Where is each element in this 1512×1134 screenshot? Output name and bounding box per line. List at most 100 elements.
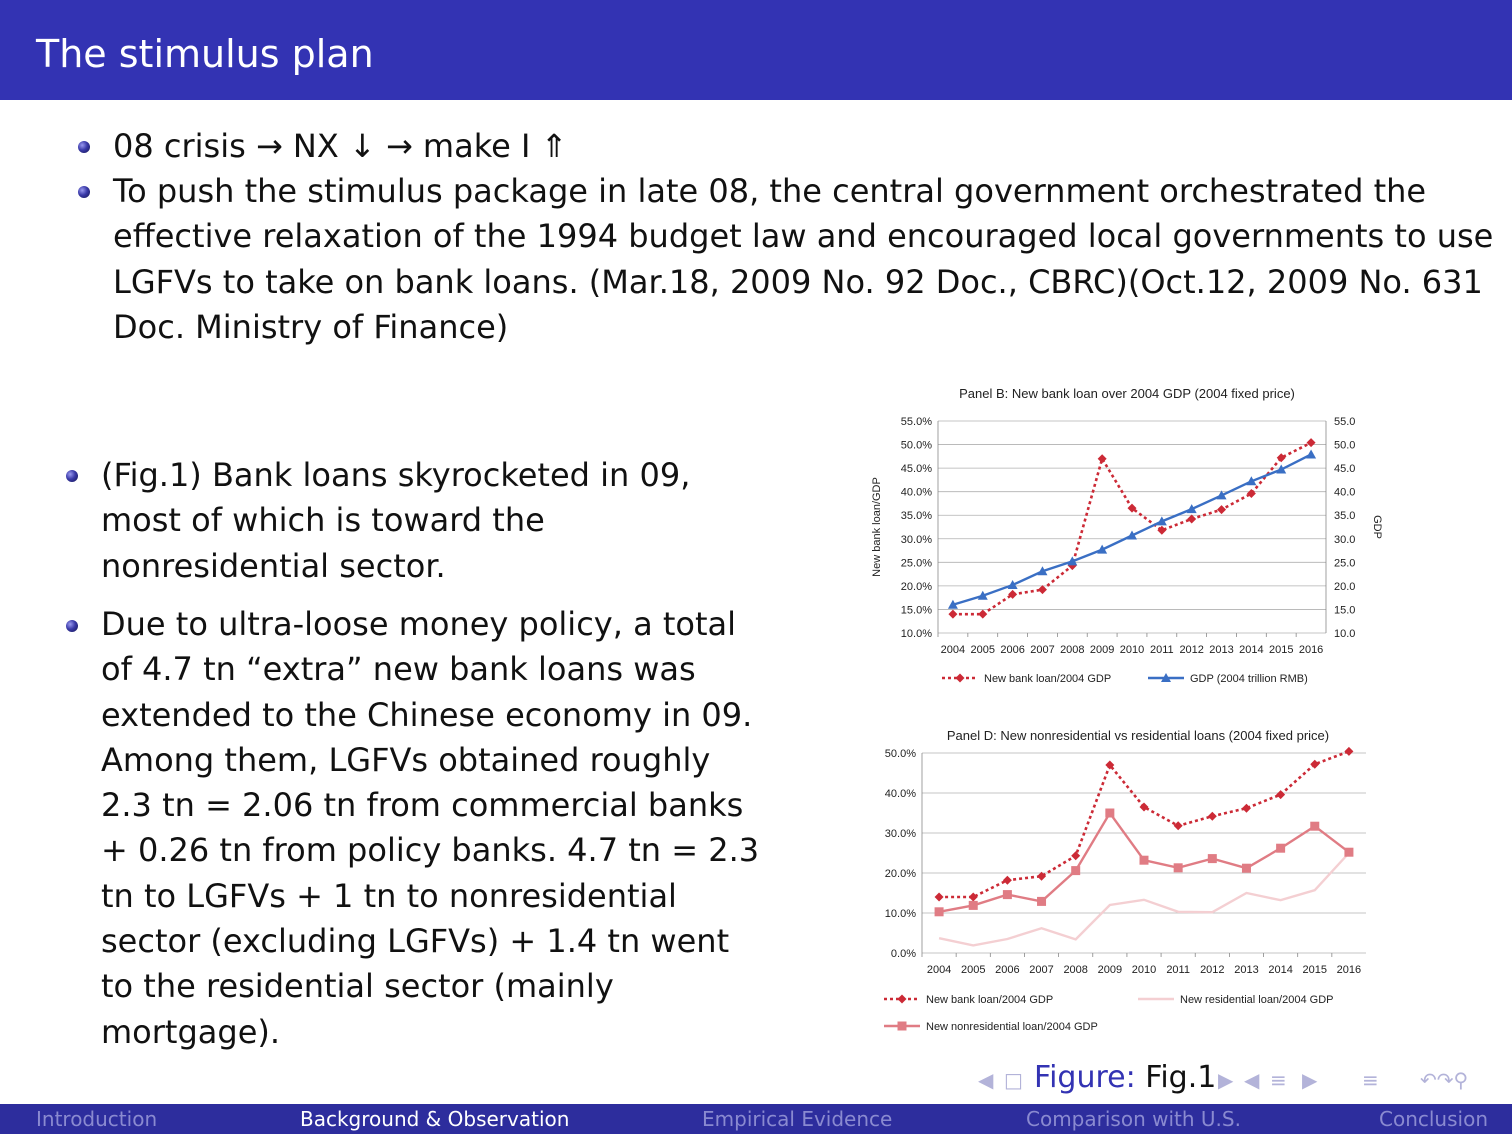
panel-b-chart: Panel B: New bank loan over 2004 GDP (20… bbox=[871, 386, 1383, 685]
legend-marker bbox=[955, 673, 965, 683]
y2-tick-label: 55.0 bbox=[1334, 416, 1355, 428]
series-point bbox=[1246, 476, 1257, 486]
footer-section-introduction[interactable]: Introduction bbox=[36, 1107, 158, 1131]
panel-b-x-ticks: 2004 2005 2006 2007 2008 2009 2010 2011 2012 2013… bbox=[937, 633, 1323, 656]
x-tick-label: 2015 bbox=[1303, 964, 1327, 976]
nav-align-icon[interactable]: ≡ bbox=[1362, 1068, 1379, 1092]
series-point bbox=[1156, 516, 1167, 526]
series-point bbox=[1306, 438, 1316, 448]
left-bullet-1: (Fig.1) Bank loans skyrocketed in 09, mo… bbox=[101, 456, 691, 585]
series-point bbox=[1007, 579, 1018, 589]
series-point bbox=[1105, 760, 1115, 770]
series-point bbox=[1216, 490, 1227, 500]
series-point bbox=[1344, 746, 1354, 756]
x-tick-label: 2012 bbox=[1179, 644, 1203, 656]
x-tick-label: 2004 bbox=[941, 644, 965, 656]
panel-d-y-ticks: 0.0% 10.0% 20.0% 30.0% 40.0% 50.0% bbox=[885, 748, 916, 960]
x-tick-label: 2016 bbox=[1337, 964, 1361, 976]
series-point bbox=[1105, 808, 1115, 818]
y-tick-label: 40.0% bbox=[885, 788, 916, 800]
x-tick-label: 2010 bbox=[1120, 644, 1144, 656]
x-tick-label: 2005 bbox=[961, 964, 985, 976]
figure-svg: Panel B: New bank loan over 2004 GDP (20… bbox=[871, 386, 1383, 1033]
x-tick-label: 2008 bbox=[1060, 644, 1084, 656]
left-bullet-2: Due to ultra-loose money policy, a total… bbox=[101, 605, 760, 1051]
bullet-marker bbox=[78, 186, 90, 198]
x-tick-label: 2011 bbox=[1166, 964, 1190, 976]
footer-section-conclusion[interactable]: Conclusion bbox=[1379, 1107, 1488, 1131]
y-tick-label: 10.0% bbox=[901, 628, 932, 640]
figure-fig1: Panel B: New bank loan over 2004 GDP (20… bbox=[862, 378, 1383, 1078]
series-point bbox=[1127, 530, 1137, 540]
y-tick-label: 40.0% bbox=[901, 487, 932, 499]
figure-caption-text: Fig.1 bbox=[1145, 1060, 1217, 1095]
title-bar: The stimulus plan bbox=[0, 0, 1512, 100]
y-tick-label: 55.0% bbox=[901, 416, 932, 428]
nav-frame-icon[interactable]: □ bbox=[1004, 1068, 1023, 1092]
footer-section-background[interactable]: Background & Observation bbox=[300, 1107, 570, 1131]
y-tick-label: 20.0% bbox=[885, 868, 916, 880]
series-point bbox=[1276, 843, 1286, 853]
y2-tick-label: 50.0 bbox=[1334, 440, 1355, 452]
series-point bbox=[1310, 759, 1320, 769]
series-point bbox=[1002, 875, 1012, 885]
legend-label: New nonresidential loan/2004 GDP bbox=[926, 1021, 1098, 1033]
series-point bbox=[1127, 503, 1137, 513]
legend-label: New bank loan/2004 GDP bbox=[926, 994, 1053, 1006]
series-point bbox=[1217, 505, 1227, 515]
series-point bbox=[1008, 589, 1018, 599]
series-point bbox=[1306, 449, 1317, 459]
series-line-1 bbox=[952, 453, 1312, 606]
panel-b-y2-axis-label: GDP bbox=[1371, 515, 1382, 539]
footer-nav: Introduction Background & Observation Em… bbox=[0, 1104, 1512, 1134]
footer-section-comparison[interactable]: Comparison with U.S. bbox=[1026, 1107, 1241, 1131]
nav-section-left-icon[interactable]: ◀ bbox=[1244, 1068, 1260, 1092]
x-tick-label: 2011 bbox=[1150, 644, 1174, 656]
series-point bbox=[1207, 811, 1217, 821]
y-tick-label: 20.0% bbox=[901, 581, 932, 593]
x-tick-label: 2013 bbox=[1209, 644, 1233, 656]
x-tick-label: 2014 bbox=[1239, 644, 1263, 656]
panel-b-y2-ticks: 10.0 15.0 20.0 25.0 30.0 35.0 40.0 45.0 50.0 55.0 bbox=[1334, 416, 1355, 640]
y2-tick-label: 20.0 bbox=[1334, 581, 1355, 593]
y-tick-label: 15.0% bbox=[901, 604, 932, 616]
figure-caption: Figure: Fig.1 bbox=[1034, 1058, 1216, 1098]
x-tick-label: 2007 bbox=[1030, 644, 1054, 656]
x-tick-label: 2007 bbox=[1029, 964, 1053, 976]
series-point bbox=[1241, 803, 1251, 813]
series-point bbox=[968, 900, 978, 910]
nav-right-arrow-icon[interactable]: ▶ bbox=[1218, 1068, 1234, 1092]
y-tick-label: 35.0% bbox=[901, 510, 932, 522]
bullet-marker bbox=[78, 141, 90, 153]
series-point bbox=[1207, 854, 1217, 864]
figure-label: Figure: bbox=[1034, 1060, 1136, 1095]
legend-marker bbox=[897, 994, 907, 1004]
legend-label: GDP (2004 trillion RMB) bbox=[1190, 673, 1308, 685]
y2-tick-label: 15.0 bbox=[1334, 604, 1355, 616]
y2-tick-label: 45.0 bbox=[1334, 463, 1355, 475]
x-tick-label: 2016 bbox=[1299, 644, 1323, 656]
series-point bbox=[1037, 896, 1047, 906]
x-tick-label: 2015 bbox=[1269, 644, 1293, 656]
series-point bbox=[1173, 863, 1183, 873]
series-point bbox=[1071, 851, 1081, 861]
nav-section-right-icon[interactable]: ▶ bbox=[1302, 1068, 1318, 1092]
x-tick-label: 2009 bbox=[1090, 644, 1114, 656]
legend-marker bbox=[1161, 673, 1171, 682]
y-tick-label: 25.0% bbox=[901, 557, 932, 569]
x-tick-label: 2006 bbox=[995, 964, 1019, 976]
nav-section-icon[interactable]: ≡ bbox=[1270, 1068, 1287, 1092]
nav-search-icon[interactable]: ↶↷⚲ bbox=[1420, 1068, 1469, 1092]
panel-d-series bbox=[934, 746, 1354, 947]
x-tick-label: 2004 bbox=[927, 964, 951, 976]
series-point bbox=[1002, 890, 1012, 900]
y2-tick-label: 40.0 bbox=[1334, 487, 1355, 499]
series-point bbox=[1310, 821, 1320, 831]
series-point bbox=[968, 892, 978, 902]
nav-left-arrow-icon[interactable]: ◀ bbox=[978, 1068, 994, 1092]
y-tick-label: 50.0% bbox=[885, 748, 916, 760]
series-point bbox=[1186, 504, 1197, 514]
panel-d-title: Panel D: New nonresidential vs residenti… bbox=[947, 728, 1329, 743]
x-tick-label: 2014 bbox=[1268, 964, 1292, 976]
footer-section-empirical[interactable]: Empirical Evidence bbox=[702, 1107, 893, 1131]
